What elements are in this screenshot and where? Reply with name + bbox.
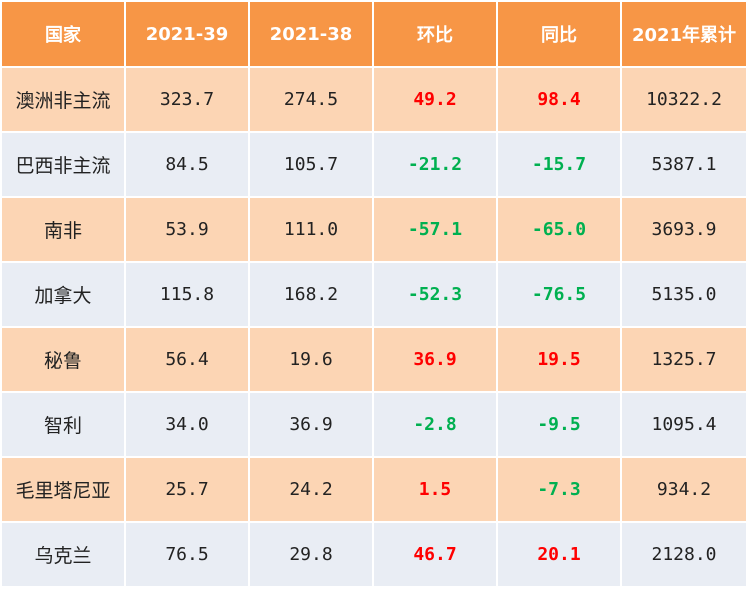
country-cell: 南非 bbox=[0, 196, 126, 263]
header-country: 国家 bbox=[0, 0, 126, 68]
country-cell: 澳洲非主流 bbox=[0, 66, 126, 133]
cumulative-cell: 2128.0 bbox=[620, 521, 746, 588]
header-week-39: 2021-39 bbox=[124, 0, 250, 68]
cumulative-cell: 5135.0 bbox=[620, 261, 746, 328]
week-39-cell: 34.0 bbox=[124, 391, 250, 458]
cumulative-cell: 3693.9 bbox=[620, 196, 746, 263]
header-row: 国家 2021-39 2021-38 环比 同比 2021年累计 bbox=[0, 0, 746, 68]
week-38-cell: 274.5 bbox=[248, 66, 374, 133]
header-yoy: 同比 bbox=[496, 0, 622, 68]
cumulative-cell: 1095.4 bbox=[620, 391, 746, 458]
yoy-cell: -15.7 bbox=[496, 131, 622, 198]
table-body: 澳洲非主流 323.7 274.5 49.2 98.4 10322.2 巴西非主流 84.5 1… bbox=[0, 66, 746, 588]
cumulative-cell: 10322.2 bbox=[620, 66, 746, 133]
mom-cell: -52.3 bbox=[372, 261, 498, 328]
country-cell: 智利 bbox=[0, 391, 126, 458]
week-39-cell: 53.9 bbox=[124, 196, 250, 263]
mom-cell: 46.7 bbox=[372, 521, 498, 588]
cumulative-cell: 1325.7 bbox=[620, 326, 746, 393]
mom-cell: -2.8 bbox=[372, 391, 498, 458]
cumulative-cell: 934.2 bbox=[620, 456, 746, 523]
table-row: 南非 53.9 111.0 -57.1 -65.0 3693.9 bbox=[0, 196, 746, 263]
yoy-cell: -76.5 bbox=[496, 261, 622, 328]
yoy-cell: -9.5 bbox=[496, 391, 622, 458]
table-row: 澳洲非主流 323.7 274.5 49.2 98.4 10322.2 bbox=[0, 66, 746, 133]
yoy-cell: -65.0 bbox=[496, 196, 622, 263]
mom-cell: -21.2 bbox=[372, 131, 498, 198]
header-week-38: 2021-38 bbox=[248, 0, 374, 68]
week-39-cell: 84.5 bbox=[124, 131, 250, 198]
week-38-cell: 29.8 bbox=[248, 521, 374, 588]
data-table: 国家 2021-39 2021-38 环比 同比 2021年累计 澳洲非主流 32… bbox=[0, 0, 746, 588]
table-row: 智利 34.0 36.9 -2.8 -9.5 1095.4 bbox=[0, 391, 746, 458]
week-39-cell: 25.7 bbox=[124, 456, 250, 523]
table-row: 乌克兰 76.5 29.8 46.7 20.1 2128.0 bbox=[0, 521, 746, 588]
country-cell: 秘鲁 bbox=[0, 326, 126, 393]
yoy-cell: 20.1 bbox=[496, 521, 622, 588]
mom-cell: -57.1 bbox=[372, 196, 498, 263]
table-row: 秘鲁 56.4 19.6 36.9 19.5 1325.7 bbox=[0, 326, 746, 393]
header-mom: 环比 bbox=[372, 0, 498, 68]
yoy-cell: -7.3 bbox=[496, 456, 622, 523]
country-cell: 毛里塔尼亚 bbox=[0, 456, 126, 523]
yoy-cell: 98.4 bbox=[496, 66, 622, 133]
mom-cell: 1.5 bbox=[372, 456, 498, 523]
yoy-cell: 19.5 bbox=[496, 326, 622, 393]
mom-cell: 49.2 bbox=[372, 66, 498, 133]
country-cell: 加拿大 bbox=[0, 261, 126, 328]
week-38-cell: 36.9 bbox=[248, 391, 374, 458]
week-39-cell: 323.7 bbox=[124, 66, 250, 133]
week-38-cell: 111.0 bbox=[248, 196, 374, 263]
week-38-cell: 105.7 bbox=[248, 131, 374, 198]
mom-cell: 36.9 bbox=[372, 326, 498, 393]
week-39-cell: 56.4 bbox=[124, 326, 250, 393]
week-38-cell: 168.2 bbox=[248, 261, 374, 328]
week-38-cell: 19.6 bbox=[248, 326, 374, 393]
table-row: 巴西非主流 84.5 105.7 -21.2 -15.7 5387.1 bbox=[0, 131, 746, 198]
week-39-cell: 115.8 bbox=[124, 261, 250, 328]
table-row: 加拿大 115.8 168.2 -52.3 -76.5 5135.0 bbox=[0, 261, 746, 328]
table-row: 毛里塔尼亚 25.7 24.2 1.5 -7.3 934.2 bbox=[0, 456, 746, 523]
country-cell: 乌克兰 bbox=[0, 521, 126, 588]
cumulative-cell: 5387.1 bbox=[620, 131, 746, 198]
week-39-cell: 76.5 bbox=[124, 521, 250, 588]
country-cell: 巴西非主流 bbox=[0, 131, 126, 198]
header-cumulative: 2021年累计 bbox=[620, 0, 746, 68]
week-38-cell: 24.2 bbox=[248, 456, 374, 523]
